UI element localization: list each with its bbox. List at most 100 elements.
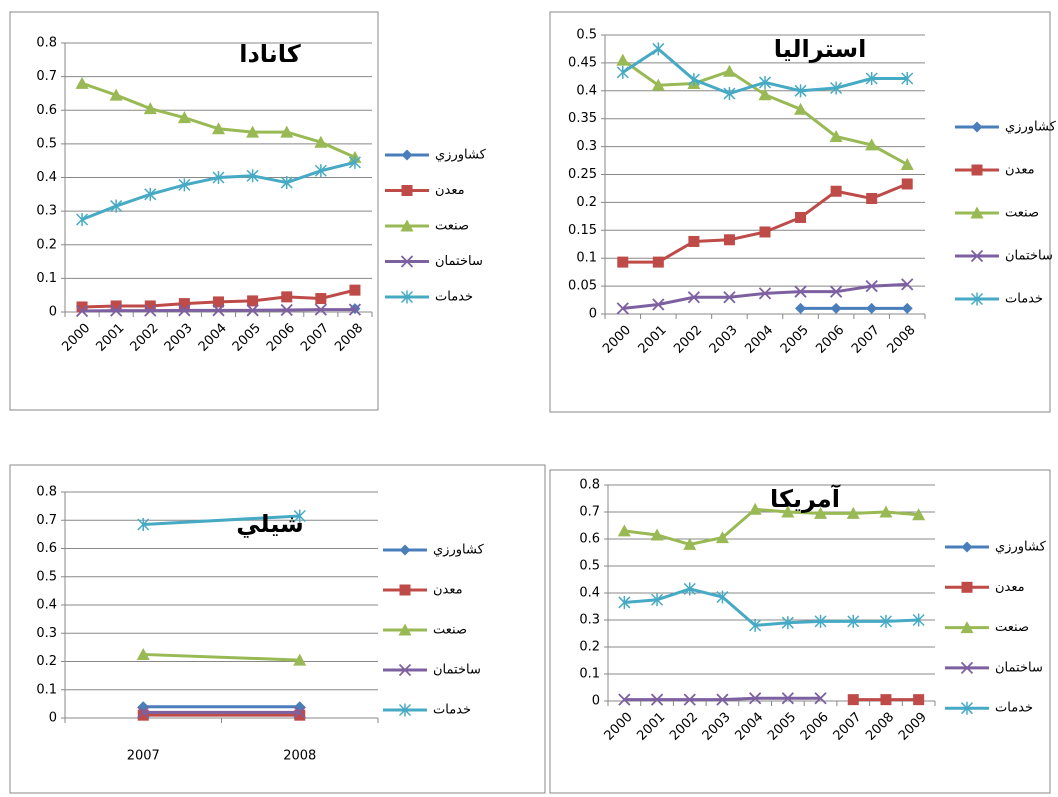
y-tick-label: 0.45 <box>568 55 597 70</box>
marker <box>76 301 88 313</box>
marker <box>398 703 412 717</box>
legend-label: ساختمان <box>1005 249 1053 264</box>
y-tick-label: 0.1 <box>36 271 57 286</box>
marker <box>349 284 361 296</box>
marker-shape <box>109 88 123 101</box>
legend-label: معدن <box>1005 163 1035 178</box>
marker <box>830 185 842 197</box>
marker-shape <box>280 125 294 138</box>
marker-shape <box>781 692 794 705</box>
marker <box>618 693 631 706</box>
marker <box>212 171 225 184</box>
marker-shape <box>177 111 191 124</box>
legend-label: خدمات <box>995 701 1033 716</box>
marker <box>683 537 697 550</box>
marker-shape <box>716 693 729 706</box>
marker-shape <box>901 178 913 190</box>
marker-shape <box>280 303 293 317</box>
marker <box>879 505 893 518</box>
marker-shape <box>651 78 665 91</box>
marker-shape <box>137 709 149 721</box>
marker <box>901 302 913 314</box>
marker <box>399 584 411 596</box>
marker-shape <box>616 53 630 66</box>
y-tick-label: 0.15 <box>568 223 597 238</box>
marker-shape <box>401 149 413 161</box>
marker-shape <box>971 121 983 133</box>
legend-label: كشاورزي <box>995 540 1047 555</box>
marker-shape <box>865 138 879 151</box>
legend-label: خدمات <box>433 703 471 718</box>
marker-shape <box>781 505 795 518</box>
marker <box>652 256 664 268</box>
marker <box>880 694 892 706</box>
marker <box>280 176 293 190</box>
marker <box>76 213 89 227</box>
marker <box>652 42 665 56</box>
marker <box>716 693 729 706</box>
y-tick-label: 0.35 <box>568 111 597 126</box>
legend-label: معدن <box>995 580 1025 595</box>
marker <box>651 78 665 91</box>
marker-shape <box>144 304 157 317</box>
marker-shape <box>830 302 842 314</box>
marker <box>683 693 696 706</box>
marker <box>617 524 631 537</box>
marker-shape <box>971 164 983 176</box>
y-tick-label: 0.4 <box>576 83 597 98</box>
marker-shape <box>901 278 914 291</box>
marker-shape <box>759 226 771 238</box>
marker <box>749 692 762 705</box>
y-tick-label: 0.3 <box>579 613 600 628</box>
marker-shape <box>178 298 190 310</box>
marker <box>400 219 414 232</box>
marker-shape <box>970 206 984 219</box>
marker-shape <box>652 298 665 311</box>
y-tick-label: 0 <box>49 305 57 320</box>
marker <box>314 164 327 178</box>
chart-title: شيلي <box>236 510 303 538</box>
marker <box>829 130 843 143</box>
marker <box>961 541 973 553</box>
marker <box>110 304 123 317</box>
y-tick-label: 0 <box>592 694 600 709</box>
y-tick-label: 0.1 <box>36 682 57 697</box>
y-tick-label: 0.3 <box>576 139 597 154</box>
legend-label: كشاورزي <box>433 543 485 558</box>
marker-shape <box>400 255 414 268</box>
marker-shape <box>314 303 327 316</box>
chart-frame <box>9 464 546 794</box>
marker <box>829 285 843 298</box>
series-line <box>143 652 300 662</box>
marker <box>399 544 411 556</box>
marker <box>75 76 89 89</box>
marker-shape <box>960 661 974 675</box>
marker-shape <box>247 295 259 307</box>
y-tick-label: 0.7 <box>36 69 57 84</box>
legend-label: خدمات <box>435 290 473 305</box>
y-tick-label: 0.7 <box>36 513 57 528</box>
marker <box>830 302 842 314</box>
marker <box>794 84 807 98</box>
legend-label: معدن <box>435 183 465 198</box>
y-tick-label: 0.7 <box>579 505 600 520</box>
marker-shape <box>293 653 307 666</box>
marker-shape <box>901 302 913 314</box>
marker <box>687 73 700 87</box>
y-tick-label: 0.5 <box>576 28 597 43</box>
marker-shape <box>136 647 150 660</box>
y-tick-label: 0.25 <box>568 167 597 182</box>
marker <box>178 298 190 310</box>
marker-shape <box>749 692 762 705</box>
marker <box>246 169 259 183</box>
marker <box>294 709 306 721</box>
marker-shape <box>110 304 123 317</box>
marker <box>616 53 630 66</box>
marker <box>794 102 808 115</box>
marker <box>177 111 191 124</box>
marker <box>758 287 772 300</box>
y-tick-label: 0.2 <box>579 640 600 655</box>
y-tick-label: 0.5 <box>36 136 57 151</box>
marker-shape <box>748 502 762 515</box>
marker <box>758 75 772 89</box>
